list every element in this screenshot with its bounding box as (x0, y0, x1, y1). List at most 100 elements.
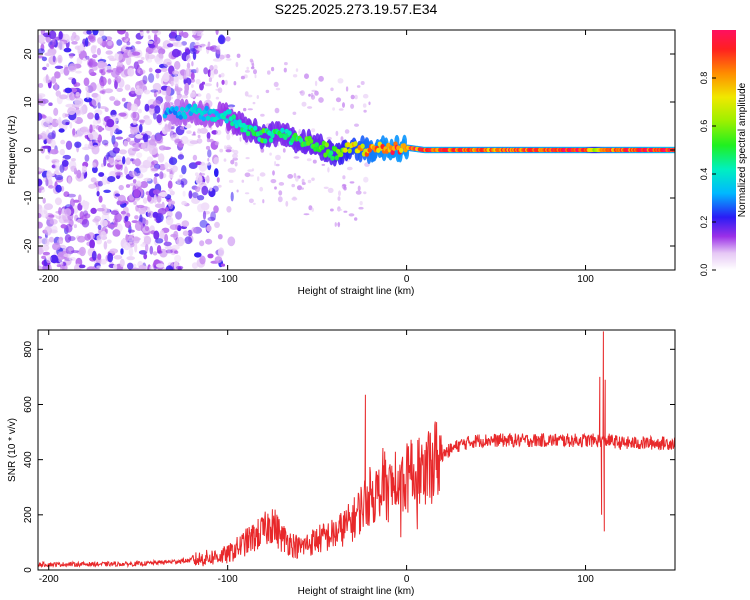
spectrogram-ridge (162, 98, 675, 167)
noise-blob (251, 63, 255, 68)
noise-blob (209, 138, 214, 143)
noise-blob (164, 162, 169, 170)
snr-x-axis-label: Height of straight line (km) (298, 586, 415, 597)
noise-blob (142, 197, 148, 204)
noise-blob (343, 210, 348, 213)
noise-blob (343, 186, 347, 191)
noise-blob (308, 93, 311, 97)
noise-blob (136, 204, 145, 209)
noise-blob (217, 234, 223, 240)
colorbar-tick-label: 0.6 (699, 120, 709, 133)
noise-blob (146, 30, 150, 34)
noise-blob (132, 111, 137, 119)
noise-blob (109, 58, 117, 62)
ridge-core (353, 141, 358, 147)
noise-blob (38, 93, 46, 98)
noise-blob (81, 218, 90, 228)
noise-blob (38, 265, 43, 270)
noise-blob (307, 106, 313, 109)
noise-blob (87, 58, 96, 68)
ridge-core (298, 137, 304, 143)
ridge-core (347, 148, 352, 154)
noise-blob (73, 199, 80, 203)
noise-blob (124, 84, 131, 91)
noise-blob (332, 107, 335, 111)
noise-blob (314, 90, 319, 96)
noise-blob (179, 174, 183, 178)
noise-blob (171, 244, 180, 250)
noise-blob (225, 54, 231, 59)
y-tick-label: 0 (23, 567, 34, 573)
noise-blob (227, 104, 236, 108)
noise-blob (97, 224, 102, 231)
noise-blob (185, 54, 192, 63)
noise-blob (57, 239, 63, 244)
noise-blob (209, 70, 215, 79)
noise-blob (93, 45, 97, 49)
ridge-core (390, 149, 395, 155)
noise-blob (220, 72, 225, 78)
noise-blob (116, 39, 123, 46)
noise-blob (225, 36, 231, 42)
noise-blob (107, 40, 113, 46)
noise-blob (48, 124, 53, 130)
noise-blob (49, 44, 55, 50)
spectrogram-x-ticks: -200 -100 0 100 (39, 30, 594, 285)
noise-blob (96, 207, 105, 212)
noise-blob (169, 224, 179, 231)
noise-blob (59, 164, 65, 173)
noise-blob (59, 94, 68, 100)
noise-blob (195, 30, 204, 34)
noise-blob (101, 139, 109, 146)
noise-blob (118, 112, 127, 117)
noise-blob (100, 163, 105, 168)
noise-blob (109, 248, 119, 254)
noise-blob (92, 166, 98, 174)
noise-blob (103, 241, 108, 250)
noise-blob (363, 191, 367, 195)
noise-blob (38, 212, 42, 219)
noise-blob (164, 234, 169, 243)
y-tick-label: 10 (23, 96, 34, 108)
noise-blob (120, 248, 124, 255)
noise-blob (337, 221, 340, 228)
noise-blob (54, 197, 62, 206)
noise-blob (198, 162, 207, 172)
noise-blob (70, 165, 77, 172)
noise-blob (189, 140, 199, 145)
noise-blob (46, 171, 53, 181)
ridge-core (180, 106, 185, 112)
noise-blob (197, 203, 205, 213)
noise-blob (199, 83, 204, 91)
noise-blob (318, 75, 324, 82)
noise-blob (170, 80, 174, 87)
noise-blob (113, 264, 118, 270)
noise-blob (126, 256, 135, 261)
noise-blob (195, 174, 203, 185)
noise-blob (159, 229, 165, 240)
noise-blob (52, 38, 56, 46)
noise-blob (122, 44, 127, 51)
ridge-core (263, 138, 268, 144)
noise-blob (45, 178, 49, 187)
x-tick-label: 0 (404, 274, 410, 285)
noise-blob (184, 47, 190, 52)
noise-blob (183, 69, 188, 80)
noise-blob (105, 50, 113, 55)
noise-blob (48, 55, 58, 65)
noise-blob (174, 98, 182, 108)
noise-blob (144, 118, 153, 126)
noise-blob (293, 156, 300, 159)
ridge-core (205, 115, 211, 121)
noise-blob (89, 133, 94, 141)
noise-blob (132, 142, 142, 148)
noise-blob (207, 149, 212, 158)
noise-blob (311, 177, 315, 181)
snr-x-ticks: -200 -100 0 100 (39, 330, 594, 585)
noise-blob (175, 34, 182, 42)
ridge-core (174, 106, 179, 112)
noise-blob (80, 105, 86, 115)
noise-blob (212, 58, 222, 62)
noise-blob (159, 191, 168, 197)
noise-blob (65, 140, 73, 150)
